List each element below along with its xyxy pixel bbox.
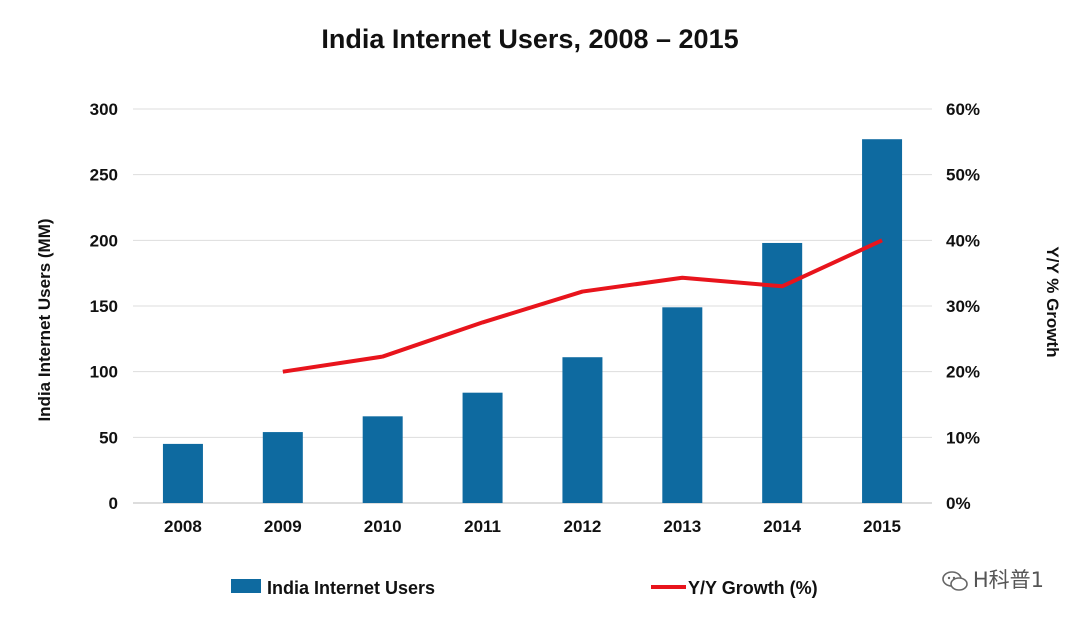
x-tick: 2008 (164, 517, 202, 536)
bar (462, 392, 503, 503)
legend: India Internet Users Y/Y Growth (%) (231, 578, 818, 598)
left-axis-ticks: 0 50 100 150 200 250 300 (90, 100, 118, 513)
y-tick-right: 40% (946, 231, 980, 250)
legend-swatch-bar (231, 579, 261, 593)
x-tick: 2010 (364, 517, 402, 536)
y-tick-left: 150 (90, 297, 118, 316)
y-tick-right: 30% (946, 297, 980, 316)
wechat-icon (942, 571, 968, 591)
y-tick-left: 100 (90, 363, 118, 382)
y-tick-right: 0% (946, 494, 971, 513)
legend-label-line: Y/Y Growth (%) (688, 578, 818, 598)
bar (362, 416, 403, 503)
bar (562, 357, 603, 503)
watermark: H科普1 (941, 564, 1044, 594)
x-tick: 2009 (264, 517, 302, 536)
bar (262, 432, 303, 503)
y-axis-label-right: Y/Y % Growth (1043, 246, 1062, 357)
x-axis-ticks: 2008 2009 2010 2011 2012 2013 2014 2015 (164, 517, 901, 536)
x-tick: 2014 (763, 517, 801, 536)
right-axis-ticks: 0% 10% 20% 30% 40% 50% 60% (946, 100, 980, 513)
y-tick-right: 50% (946, 166, 980, 185)
y-tick-right: 10% (946, 428, 980, 447)
y-tick-left: 0 (109, 494, 118, 513)
watermark-text: H科普1 (972, 568, 1044, 592)
y-axis-label-left: India Internet Users (MM) (35, 218, 54, 421)
y-tick-left: 300 (90, 100, 118, 119)
chart-title: India Internet Users, 2008 – 2015 (321, 24, 738, 54)
bar (162, 443, 203, 503)
x-tick: 2011 (464, 517, 501, 536)
growth-line (282, 238, 883, 374)
y-tick-left: 50 (99, 428, 118, 447)
y-tick-left: 200 (90, 231, 118, 250)
x-tick: 2013 (663, 517, 701, 536)
bar (662, 307, 703, 503)
x-tick: 2012 (564, 517, 602, 536)
line-series (282, 238, 883, 374)
bar (862, 139, 903, 503)
y-tick-right: 20% (946, 363, 980, 382)
y-tick-right: 60% (946, 100, 980, 119)
y-tick-left: 250 (90, 166, 118, 185)
x-tick: 2015 (863, 517, 901, 536)
legend-label-bar: India Internet Users (267, 578, 435, 598)
bar-series (162, 139, 903, 503)
